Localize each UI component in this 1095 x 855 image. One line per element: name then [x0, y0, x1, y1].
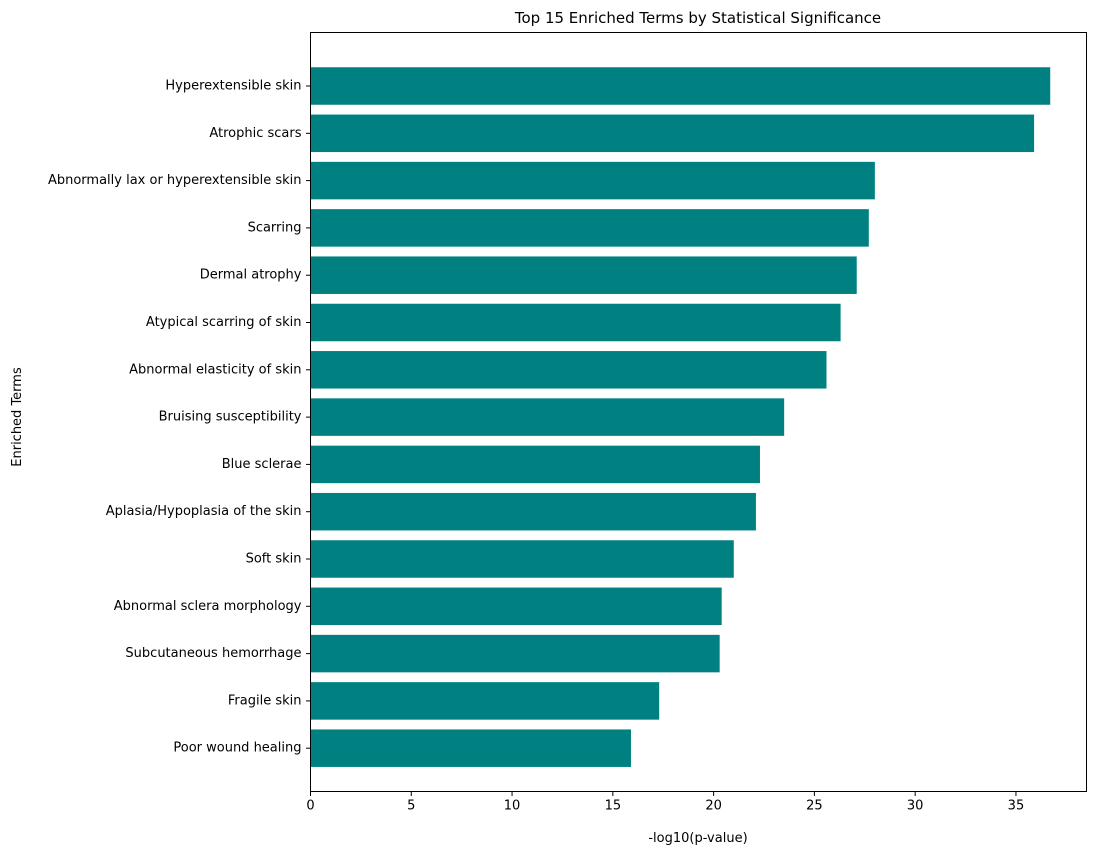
bar-3: [310, 161, 875, 200]
x-tick-label: 15: [605, 799, 622, 814]
x-tick-label: 25: [806, 799, 823, 814]
x-tick-label: 10: [504, 799, 521, 814]
y-tick-label: Poor wound healing: [173, 741, 301, 756]
bar-13: [310, 634, 720, 673]
y-tick-label: Blue sclerae: [222, 457, 302, 472]
x-ticks-group: 0 5 10 15 20 25 30 35: [306, 791, 1025, 814]
y-tick-label: Fragile skin: [228, 693, 302, 708]
y-tick-label: Atypical scarring of skin: [146, 315, 302, 330]
y-tick-label: Abnormal elasticity of skin: [129, 362, 301, 377]
bar-2: [310, 114, 1035, 153]
y-tick-label: Subcutaneous hemorrhage: [125, 646, 301, 661]
y-tick-label: Hyperextensible skin: [165, 79, 301, 94]
bar-7: [310, 351, 827, 389]
y-axis-label: Enriched Terms: [10, 367, 25, 467]
bars-group: [310, 67, 1051, 767]
y-tick-label: Scarring: [248, 220, 302, 235]
bar-14: [310, 682, 660, 720]
x-tick-label: 35: [1008, 799, 1025, 814]
y-tick-label: Bruising susceptibility: [159, 410, 302, 425]
x-tick-label: 5: [407, 799, 415, 814]
y-tick-label: Soft skin: [246, 552, 302, 567]
y-tick-label: Abnormally lax or hyperextensible skin: [48, 173, 302, 188]
bar-5: [310, 256, 857, 294]
y-tick-label: Aplasia/Hypoplasia of the skin: [106, 504, 302, 519]
y-tick-label: Atrophic scars: [209, 126, 301, 141]
y-tick-label: Dermal atrophy: [200, 268, 302, 283]
bar-12: [310, 587, 722, 626]
plot-frame: [310, 32, 1087, 792]
y-ticks-group: Hyperextensible skin Atrophic scars Abnorm…: [48, 79, 311, 756]
y-tick-label: Abnormal sclera morphology: [114, 599, 302, 614]
bar-15: [310, 729, 631, 767]
x-tick-label: 0: [306, 799, 314, 814]
bar-6: [310, 303, 841, 342]
chart-title: Top 15 Enriched Terms by Statistical Sig…: [514, 9, 881, 27]
bar-9: [310, 445, 760, 484]
bar-8: [310, 398, 785, 436]
bar-1: [310, 67, 1051, 105]
bar-11: [310, 540, 734, 578]
x-tick-label: 20: [705, 799, 722, 814]
x-axis-label: -log10(p-value): [648, 831, 747, 846]
x-tick-label: 30: [907, 799, 924, 814]
bar-4: [310, 209, 869, 247]
bar-10: [310, 492, 756, 531]
